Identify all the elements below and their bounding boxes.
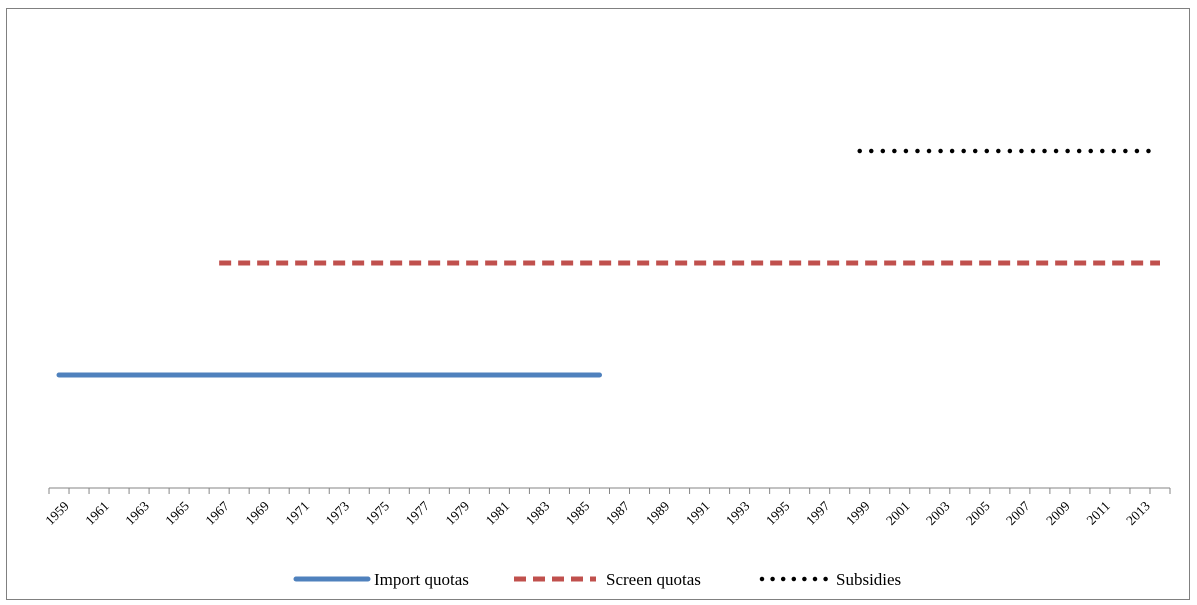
x-tick-label: 2005 [963, 498, 993, 528]
x-tick-label: 1981 [483, 498, 513, 528]
legend-label-screen-quotas: Screen quotas [606, 570, 701, 589]
series-layer [56, 148, 1163, 378]
x-tick-label: 1985 [563, 498, 593, 528]
x-tick-label: 1967 [202, 498, 232, 528]
x-tick-label: 1987 [603, 498, 633, 528]
x-tick-label: 1971 [282, 498, 312, 528]
tick-layer [48, 488, 1171, 494]
x-tick-label: 2009 [1043, 498, 1073, 528]
x-tick-label: 2001 [883, 498, 913, 528]
chart-frame [6, 8, 1190, 600]
x-tick-label: 1977 [403, 498, 433, 528]
x-tick-label: 1993 [723, 498, 753, 528]
x-tick-label: 1997 [803, 498, 833, 528]
x-tick-label: 1963 [122, 498, 152, 528]
x-tick-label: 1999 [843, 498, 873, 528]
x-tick-label: 1983 [523, 498, 553, 528]
x-tick-label: 2013 [1123, 498, 1153, 528]
x-tick-label: 1959 [42, 498, 72, 528]
x-tick-label: 1995 [763, 498, 793, 528]
x-tick-label: 1989 [643, 498, 673, 528]
tick-label-layer: 1959 1961 1963 1965 1967 1969 1971 1973 1975 1977… [42, 498, 1153, 528]
legend-label-subsidies: Subsidies [836, 570, 901, 589]
x-tick-label: 1965 [162, 498, 192, 528]
legend-label-import-quotas: Import quotas [374, 570, 469, 589]
x-tick-label: 1991 [683, 498, 713, 528]
legend: Import quotas Screen quotas Subsidies [293, 570, 901, 589]
x-tick-label: 1979 [443, 498, 473, 528]
x-tick-label: 1961 [82, 498, 112, 528]
x-tick-label: 1969 [242, 498, 272, 528]
x-tick-label: 2003 [923, 498, 953, 528]
x-tick-label: 1975 [363, 498, 393, 528]
x-tick-label: 2011 [1083, 498, 1112, 527]
x-tick-label: 2007 [1003, 498, 1033, 528]
x-tick-label: 1973 [322, 498, 352, 528]
